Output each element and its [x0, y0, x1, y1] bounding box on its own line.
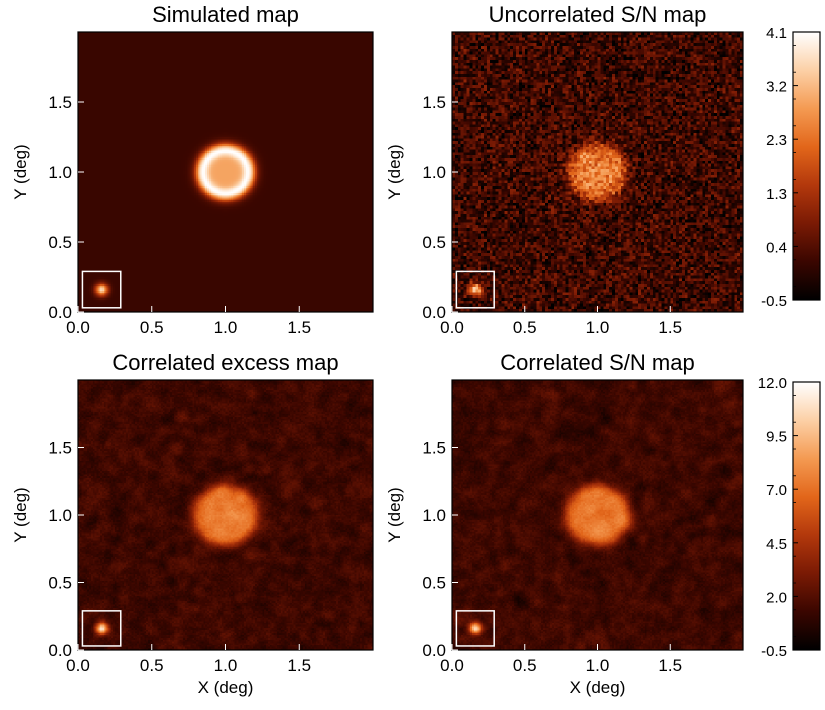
x-tick-label: 0.5: [140, 656, 164, 675]
panel-title: Correlated S/N map: [500, 350, 694, 375]
x-tick-label: 1.5: [658, 656, 682, 675]
panel-4: 0.0 0.5 1.0 1.5 0.0 0.5 1.0 1.5 Correlated S/N m…: [385, 350, 744, 697]
colorbar-tick-label: 1.3: [766, 186, 787, 203]
panel-3: 0.0 0.5 1.0 1.5 0.0 0.5 1.0 1.5 Correlated exces…: [11, 350, 374, 697]
heatmap-image: [452, 380, 743, 650]
y-tick-label: 1.0: [48, 506, 72, 525]
y-axis-label: Y (deg): [11, 487, 30, 542]
y-tick-label: 1.5: [422, 439, 446, 458]
y-tick-label: 0.5: [48, 574, 72, 593]
colorbar-tick-label: 0.4: [766, 239, 787, 256]
y-tick-label: 0.0: [422, 641, 446, 660]
x-tick-label: 0.0: [440, 656, 464, 675]
panel-2: 0.0 0.5 1.0 1.5 0.0 0.5 1.0 1.5 Uncorrelated S/N…: [385, 2, 744, 337]
y-tick-label: 1.5: [48, 93, 72, 112]
x-tick-label: 1.5: [658, 318, 682, 337]
panel-title: Correlated excess map: [112, 350, 338, 375]
y-tick-label: 1.5: [422, 93, 446, 112]
colorbar-tick-label: 3.2: [766, 79, 787, 96]
psf-inset-box: [455, 270, 495, 309]
colorbar-2: 12.0 9.5 7.0 4.5 2.0 -0.5: [758, 375, 821, 660]
x-tick-label: 1.0: [586, 318, 610, 337]
x-tick-label: 0.0: [66, 656, 90, 675]
psf-inset-box: [455, 610, 495, 647]
x-axis-label: X (deg): [198, 678, 254, 697]
y-tick-label: 1.0: [422, 506, 446, 525]
colorbar-tick-label: 4.5: [766, 536, 787, 553]
y-tick-label: 0.0: [48, 641, 72, 660]
colorbar-gradient: [792, 381, 821, 651]
panel-title: Simulated map: [152, 2, 299, 27]
x-tick-label: 1.5: [287, 656, 311, 675]
y-tick-label: 0.0: [422, 303, 446, 322]
colorbar-tick-label: 4.1: [766, 25, 787, 42]
y-tick-label: 0.5: [48, 233, 72, 252]
panel-1: 0.0 0.5 1.0 1.5 0.0 0.5 1.0 1.5 Simulated map Y (…: [11, 2, 374, 337]
colorbar-tick-label: 9.5: [766, 429, 787, 446]
y-tick-label: 1.0: [48, 163, 72, 182]
heatmap-image: [78, 380, 373, 650]
x-tick-label: 0.0: [66, 318, 90, 337]
y-axis-label: Y (deg): [11, 144, 30, 199]
x-tick-label: 1.0: [214, 318, 238, 337]
colorbar-tick-label: -0.5: [761, 293, 787, 310]
x-tick-label: 1.5: [287, 318, 311, 337]
x-tick-label: 0.5: [513, 318, 537, 337]
psf-inset-box: [81, 610, 122, 647]
psf-inset-box: [81, 270, 122, 309]
heatmap-image: [78, 32, 373, 312]
colorbar-tick-label: 2.0: [766, 589, 787, 606]
y-tick-label: 0.0: [48, 303, 72, 322]
x-axis-label: X (deg): [570, 678, 626, 697]
colorbar-tick-label: 7.0: [766, 482, 787, 499]
colorbar-tick-label: 2.3: [766, 132, 787, 149]
x-tick-label: 0.0: [440, 318, 464, 337]
heatmap-image: [452, 32, 743, 312]
colorbar-tick-label: 12.0: [758, 375, 787, 392]
colorbar-1: 4.1 3.2 2.3 1.3 0.4 -0.5: [761, 25, 821, 310]
x-tick-label: 0.5: [140, 318, 164, 337]
y-tick-label: 1.5: [48, 439, 72, 458]
x-tick-label: 1.0: [586, 656, 610, 675]
y-tick-label: 1.0: [422, 163, 446, 182]
y-axis-label: Y (deg): [385, 487, 404, 542]
x-tick-label: 0.5: [513, 656, 537, 675]
x-tick-label: 1.0: [214, 656, 238, 675]
y-tick-label: 0.5: [422, 574, 446, 593]
y-axis-label: Y (deg): [385, 144, 404, 199]
y-tick-label: 0.5: [422, 233, 446, 252]
colorbar-tick-label: -0.5: [761, 643, 787, 660]
panel-title: Uncorrelated S/N map: [489, 2, 707, 27]
colorbar-gradient: [792, 31, 821, 301]
